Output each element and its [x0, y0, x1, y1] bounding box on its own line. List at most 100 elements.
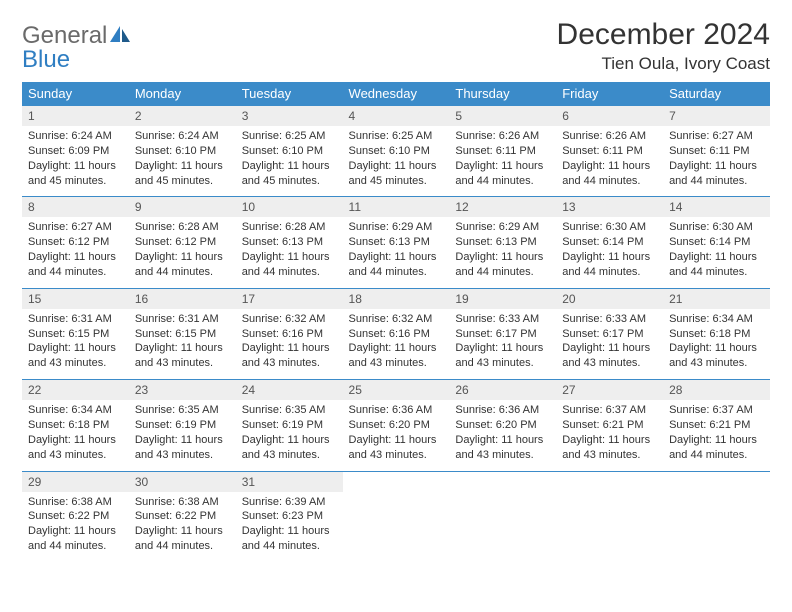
daylight-text: Daylight: 11 hours and 43 minutes. — [28, 433, 123, 463]
day-cell: Sunrise: 6:35 AMSunset: 6:19 PMDaylight:… — [129, 400, 236, 471]
day-content-row: Sunrise: 6:27 AMSunset: 6:12 PMDaylight:… — [22, 217, 770, 288]
day-cell — [663, 492, 770, 562]
day-number: 18 — [343, 288, 450, 309]
day-number: 8 — [22, 197, 129, 218]
sunset-text: Sunset: 6:10 PM — [349, 144, 444, 159]
day-number — [343, 471, 450, 492]
sunrise-text: Sunrise: 6:27 AM — [28, 220, 123, 235]
sunset-text: Sunset: 6:13 PM — [349, 235, 444, 250]
sunset-text: Sunset: 6:12 PM — [135, 235, 230, 250]
day-cell: Sunrise: 6:34 AMSunset: 6:18 PMDaylight:… — [22, 400, 129, 471]
day-content-row: Sunrise: 6:31 AMSunset: 6:15 PMDaylight:… — [22, 309, 770, 380]
daylight-text: Daylight: 11 hours and 43 minutes. — [349, 341, 444, 371]
sunrise-text: Sunrise: 6:28 AM — [135, 220, 230, 235]
sunset-text: Sunset: 6:20 PM — [455, 418, 550, 433]
logo-blue: Blue — [22, 46, 70, 73]
sunrise-text: Sunrise: 6:33 AM — [455, 312, 550, 327]
daylight-text: Daylight: 11 hours and 44 minutes. — [135, 250, 230, 280]
day-number: 17 — [236, 288, 343, 309]
daylight-text: Daylight: 11 hours and 44 minutes. — [349, 250, 444, 280]
day-cell: Sunrise: 6:39 AMSunset: 6:23 PMDaylight:… — [236, 492, 343, 562]
day-number: 22 — [22, 380, 129, 401]
daylight-text: Daylight: 11 hours and 45 minutes. — [28, 159, 123, 189]
daylight-text: Daylight: 11 hours and 44 minutes. — [562, 159, 657, 189]
day-number: 15 — [22, 288, 129, 309]
daylight-text: Daylight: 11 hours and 43 minutes. — [562, 433, 657, 463]
sunset-text: Sunset: 6:20 PM — [349, 418, 444, 433]
sunset-text: Sunset: 6:17 PM — [455, 327, 550, 342]
day-number: 19 — [449, 288, 556, 309]
sunset-text: Sunset: 6:22 PM — [135, 509, 230, 524]
sunset-text: Sunset: 6:11 PM — [669, 144, 764, 159]
sunset-text: Sunset: 6:16 PM — [349, 327, 444, 342]
day-number: 14 — [663, 197, 770, 218]
daylight-text: Daylight: 11 hours and 44 minutes. — [455, 250, 550, 280]
day-cell: Sunrise: 6:27 AMSunset: 6:11 PMDaylight:… — [663, 126, 770, 197]
location: Tien Oula, Ivory Coast — [557, 54, 770, 74]
day-cell: Sunrise: 6:34 AMSunset: 6:18 PMDaylight:… — [663, 309, 770, 380]
sunset-text: Sunset: 6:18 PM — [28, 418, 123, 433]
day-cell: Sunrise: 6:26 AMSunset: 6:11 PMDaylight:… — [556, 126, 663, 197]
sunrise-text: Sunrise: 6:36 AM — [455, 403, 550, 418]
daylight-text: Daylight: 11 hours and 44 minutes. — [242, 524, 337, 554]
day-number-row: 891011121314 — [22, 197, 770, 218]
daylight-text: Daylight: 11 hours and 43 minutes. — [242, 341, 337, 371]
sunset-text: Sunset: 6:11 PM — [455, 144, 550, 159]
day-cell: Sunrise: 6:28 AMSunset: 6:12 PMDaylight:… — [129, 217, 236, 288]
sunrise-text: Sunrise: 6:37 AM — [562, 403, 657, 418]
sunset-text: Sunset: 6:11 PM — [562, 144, 657, 159]
day-cell: Sunrise: 6:24 AMSunset: 6:10 PMDaylight:… — [129, 126, 236, 197]
day-number: 10 — [236, 197, 343, 218]
sunrise-text: Sunrise: 6:30 AM — [669, 220, 764, 235]
sunrise-text: Sunrise: 6:34 AM — [669, 312, 764, 327]
sunset-text: Sunset: 6:09 PM — [28, 144, 123, 159]
sunrise-text: Sunrise: 6:39 AM — [242, 495, 337, 510]
sunrise-text: Sunrise: 6:33 AM — [562, 312, 657, 327]
sunrise-text: Sunrise: 6:29 AM — [349, 220, 444, 235]
sunrise-text: Sunrise: 6:26 AM — [455, 129, 550, 144]
sunset-text: Sunset: 6:13 PM — [455, 235, 550, 250]
day-number-row: 1234567 — [22, 106, 770, 127]
sunset-text: Sunset: 6:10 PM — [242, 144, 337, 159]
calendar-table: Sunday Monday Tuesday Wednesday Thursday… — [22, 82, 770, 562]
daylight-text: Daylight: 11 hours and 44 minutes. — [28, 250, 123, 280]
day-cell: Sunrise: 6:33 AMSunset: 6:17 PMDaylight:… — [449, 309, 556, 380]
daylight-text: Daylight: 11 hours and 43 minutes. — [242, 433, 337, 463]
day-number: 30 — [129, 471, 236, 492]
day-number: 31 — [236, 471, 343, 492]
day-content-row: Sunrise: 6:38 AMSunset: 6:22 PMDaylight:… — [22, 492, 770, 562]
sunset-text: Sunset: 6:10 PM — [135, 144, 230, 159]
sunset-text: Sunset: 6:16 PM — [242, 327, 337, 342]
weekday-header: Tuesday — [236, 82, 343, 106]
day-number: 21 — [663, 288, 770, 309]
sunrise-text: Sunrise: 6:25 AM — [349, 129, 444, 144]
day-cell: Sunrise: 6:27 AMSunset: 6:12 PMDaylight:… — [22, 217, 129, 288]
sunrise-text: Sunrise: 6:35 AM — [242, 403, 337, 418]
day-number: 28 — [663, 380, 770, 401]
weekday-header: Sunday — [22, 82, 129, 106]
day-cell: Sunrise: 6:38 AMSunset: 6:22 PMDaylight:… — [129, 492, 236, 562]
day-cell: Sunrise: 6:31 AMSunset: 6:15 PMDaylight:… — [22, 309, 129, 380]
day-number-row: 293031 — [22, 471, 770, 492]
day-cell: Sunrise: 6:31 AMSunset: 6:15 PMDaylight:… — [129, 309, 236, 380]
day-number: 25 — [343, 380, 450, 401]
day-number-row: 15161718192021 — [22, 288, 770, 309]
day-number: 4 — [343, 106, 450, 127]
day-cell: Sunrise: 6:28 AMSunset: 6:13 PMDaylight:… — [236, 217, 343, 288]
day-number — [556, 471, 663, 492]
daylight-text: Daylight: 11 hours and 43 minutes. — [135, 433, 230, 463]
sunset-text: Sunset: 6:14 PM — [562, 235, 657, 250]
daylight-text: Daylight: 11 hours and 44 minutes. — [669, 250, 764, 280]
day-number: 16 — [129, 288, 236, 309]
daylight-text: Daylight: 11 hours and 44 minutes. — [455, 159, 550, 189]
day-cell: Sunrise: 6:25 AMSunset: 6:10 PMDaylight:… — [236, 126, 343, 197]
weekday-header: Wednesday — [343, 82, 450, 106]
weekday-header: Saturday — [663, 82, 770, 106]
sail-icon — [109, 25, 131, 43]
day-number: 6 — [556, 106, 663, 127]
month-title: December 2024 — [557, 18, 770, 52]
day-cell: Sunrise: 6:25 AMSunset: 6:10 PMDaylight:… — [343, 126, 450, 197]
sunrise-text: Sunrise: 6:37 AM — [669, 403, 764, 418]
sunrise-text: Sunrise: 6:24 AM — [135, 129, 230, 144]
sunset-text: Sunset: 6:23 PM — [242, 509, 337, 524]
